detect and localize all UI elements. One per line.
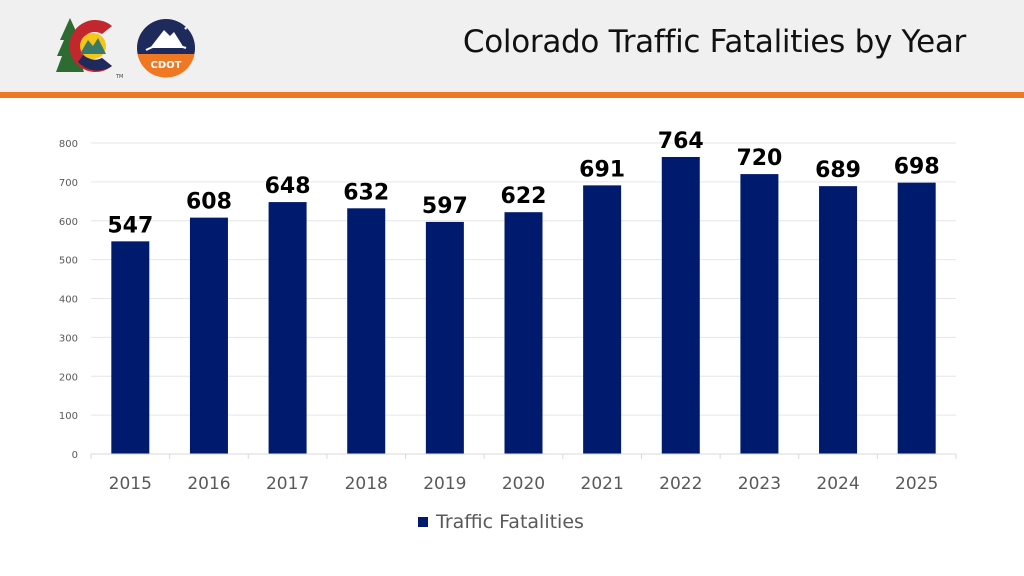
- trademark-mark: TM: [115, 74, 123, 80]
- accent-divider: [0, 92, 1024, 98]
- data-label: 648: [265, 174, 311, 199]
- x-tick-label: 2019: [423, 474, 466, 494]
- data-label: 632: [343, 180, 389, 205]
- x-tick-label: 2025: [895, 474, 938, 494]
- data-label: 597: [422, 194, 468, 219]
- data-label: 764: [658, 129, 704, 154]
- x-tick-label: 2021: [581, 474, 624, 494]
- bar-2022: [661, 156, 700, 454]
- bar-2025: [897, 182, 936, 454]
- x-tick-label: 2024: [816, 474, 859, 494]
- x-tick-label: 2023: [738, 474, 781, 494]
- cdot-orange-band: [137, 54, 195, 78]
- bar-2023: [740, 174, 779, 454]
- data-label: 547: [107, 213, 153, 238]
- cdot-logo: CDOT: [137, 19, 195, 78]
- mountain-icon: [150, 30, 184, 48]
- bar-2015: [111, 241, 150, 454]
- page-title: Colorado Traffic Fatalities by Year: [462, 24, 966, 60]
- mountain-icon: [80, 38, 106, 54]
- legend-label: Traffic Fatalities: [436, 511, 584, 533]
- x-tick-label: 2020: [502, 474, 545, 494]
- x-axis: [90, 453, 957, 459]
- bar-2018: [347, 208, 386, 454]
- x-tick-label: 2022: [659, 474, 702, 494]
- y-tick-label: 300: [59, 333, 78, 344]
- bar-2016: [189, 217, 228, 454]
- data-label: 698: [894, 155, 940, 180]
- x-tick-label: 2017: [266, 474, 309, 494]
- bar-2024: [819, 186, 858, 454]
- road-icon: [145, 43, 187, 51]
- y-tick-label: 600: [59, 217, 78, 228]
- bar-2020: [504, 212, 543, 454]
- bar-2021: [583, 185, 622, 454]
- y-axis-ticks: 0 100 200 300 400 500 600 700 800: [59, 139, 78, 461]
- bar-2017: [268, 202, 307, 454]
- y-tick-label: 700: [59, 178, 78, 189]
- colorado-logo: TM: [56, 18, 123, 80]
- legend: Traffic Fatalities: [418, 511, 584, 533]
- y-tick-label: 200: [59, 372, 78, 383]
- legend-swatch: [418, 517, 428, 527]
- plane-icon: [184, 26, 188, 30]
- data-labels: 547 608 648 632 597 622 691 764 720 689 698: [107, 129, 939, 238]
- cdot-logo-text: CDOT: [151, 60, 182, 71]
- data-label: 622: [501, 184, 547, 209]
- y-tick-label: 100: [59, 411, 78, 422]
- data-label: 608: [186, 190, 232, 215]
- x-tick-label: 2016: [187, 474, 230, 494]
- x-tick-label: 2018: [345, 474, 388, 494]
- bar-2019: [425, 221, 464, 454]
- bar-chart: 0 100 200 300 400 500 600 700 800 547 608 648 632 59…: [59, 129, 957, 494]
- y-tick-label: 0: [72, 450, 78, 461]
- y-tick-label: 800: [59, 139, 78, 150]
- y-tick-label: 500: [59, 256, 78, 267]
- x-tick-label: 2015: [109, 474, 152, 494]
- data-label: 720: [736, 146, 782, 171]
- y-tick-label: 400: [59, 295, 78, 306]
- data-label: 691: [579, 157, 625, 182]
- c-letter-blue: [78, 54, 112, 71]
- x-axis-ticks: 2015 2016 2017 2018 2019 2020 2021 2022 2023 2024…: [109, 474, 939, 494]
- data-label: 689: [815, 158, 861, 183]
- bars: [111, 156, 936, 454]
